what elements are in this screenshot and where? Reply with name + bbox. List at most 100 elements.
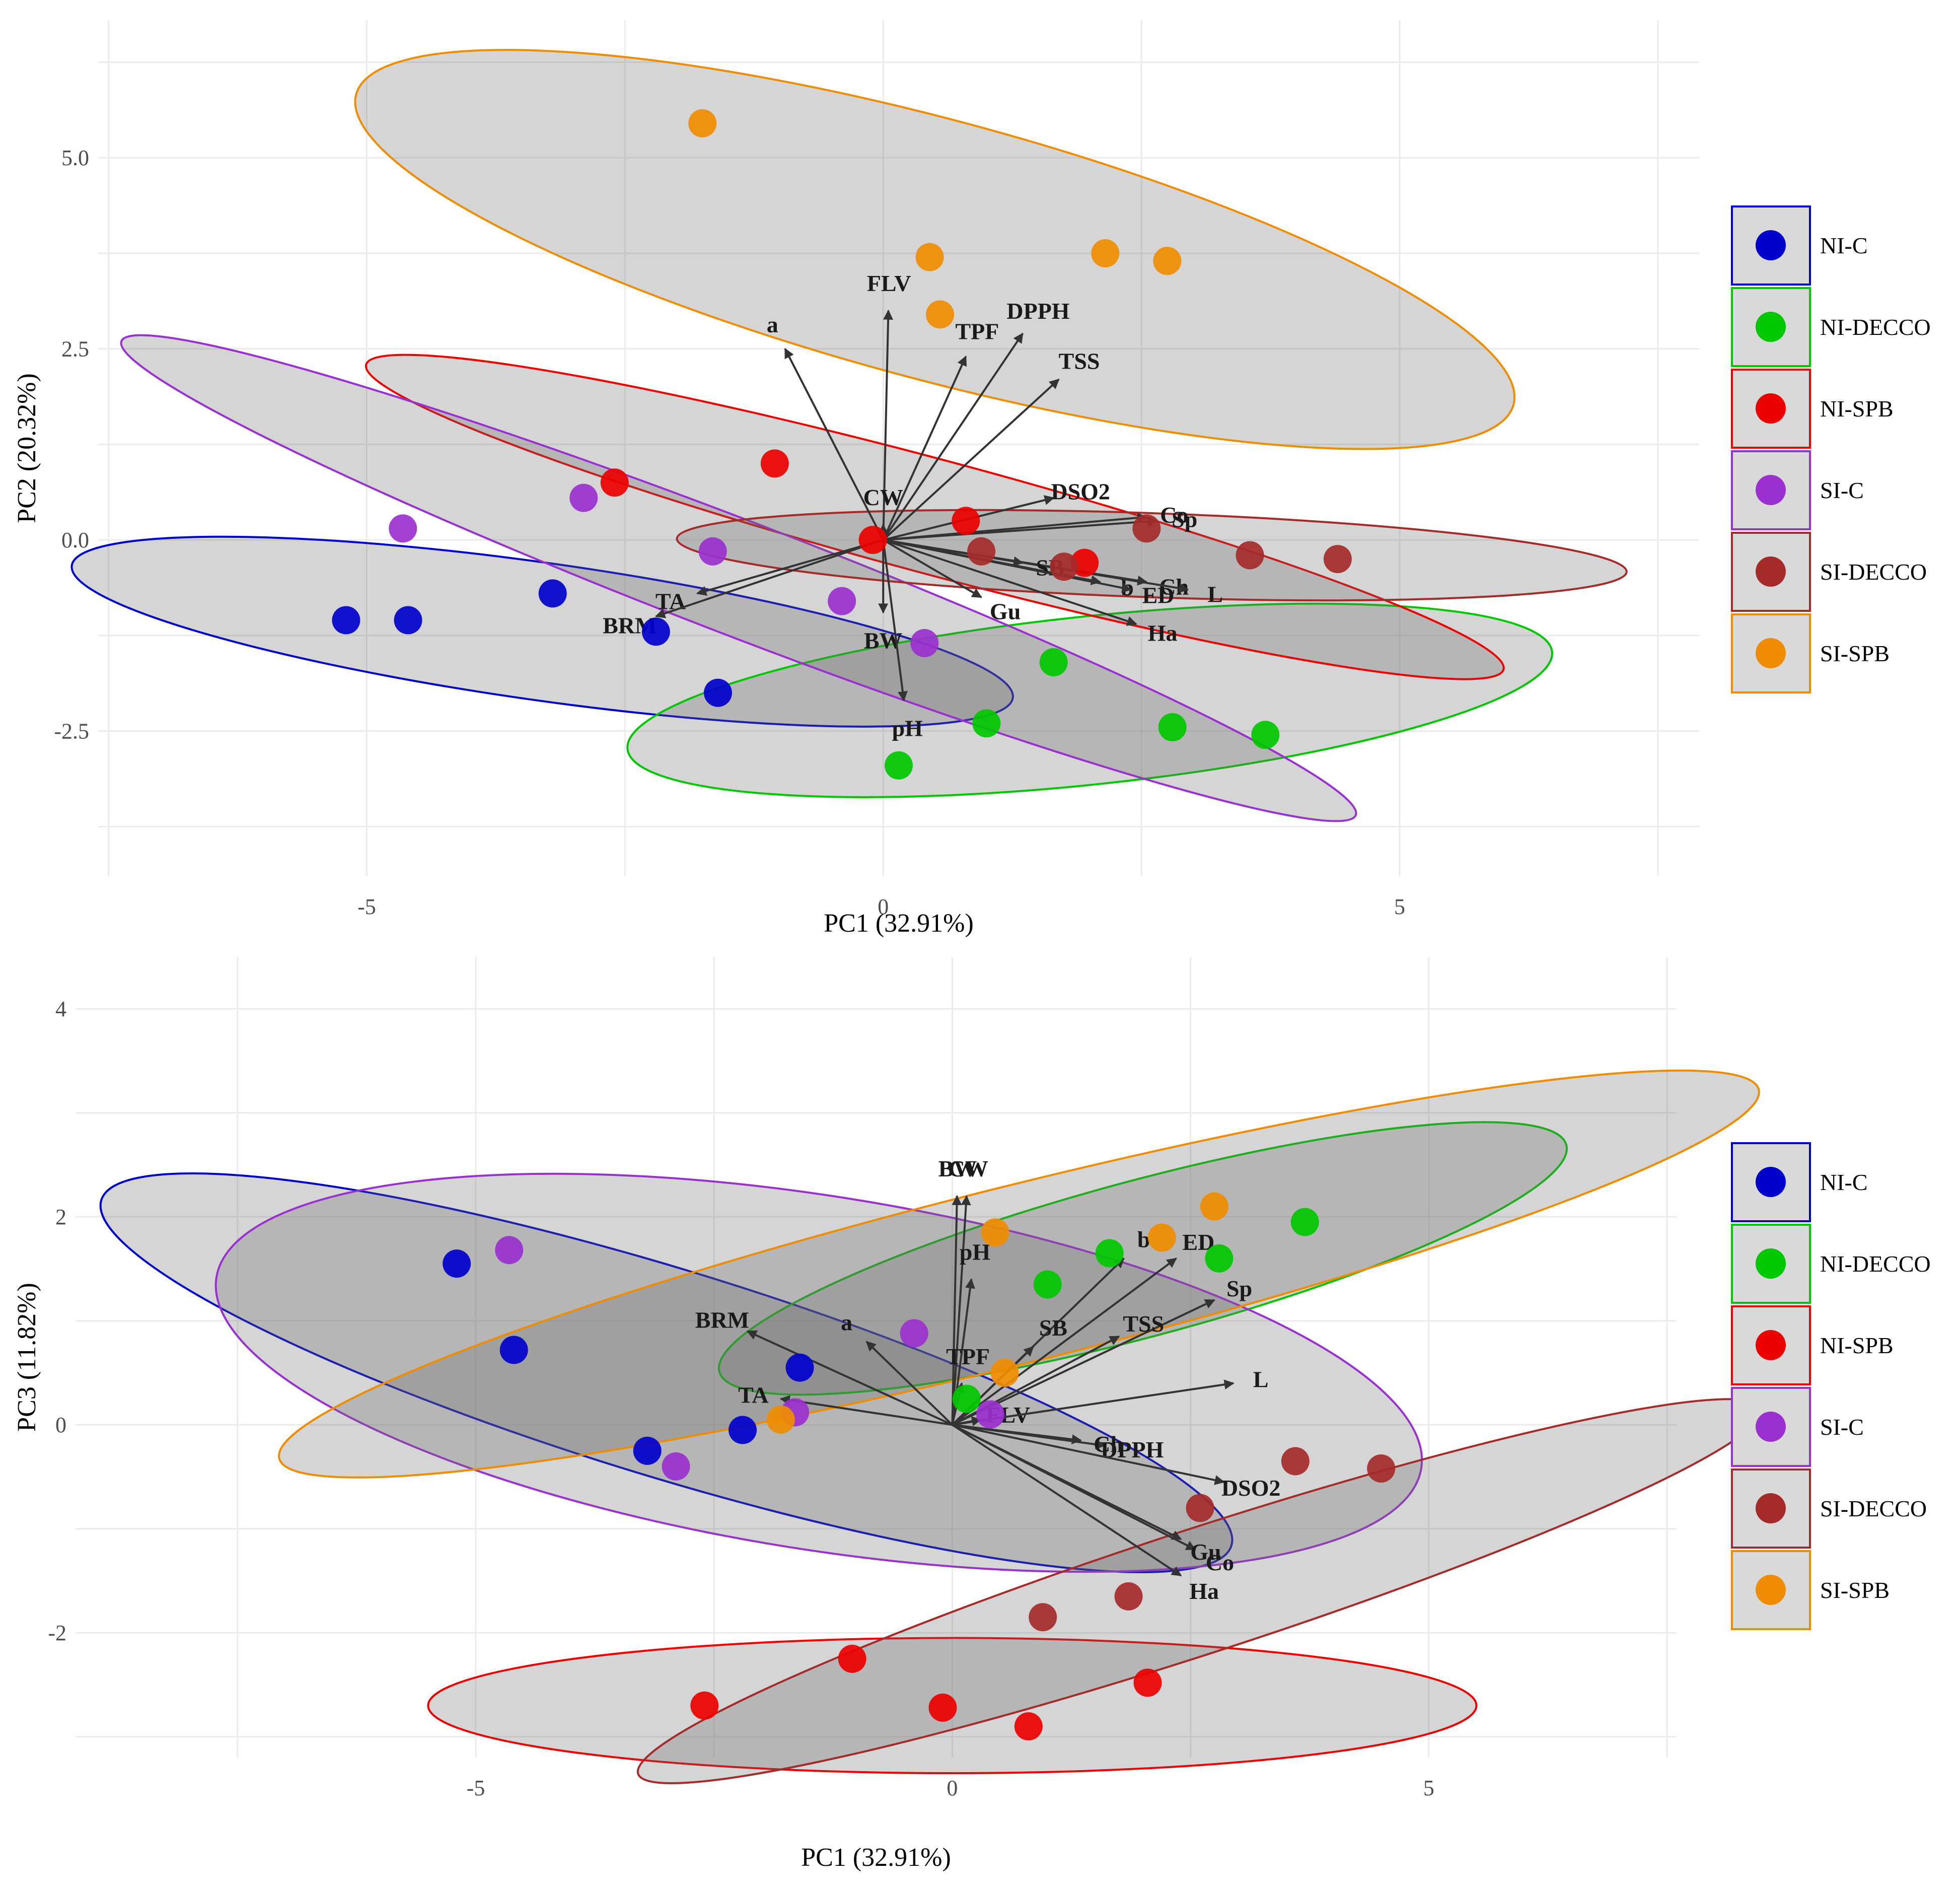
loading-arrow-a [784, 347, 885, 541]
x-axis-title: PC1 (32.91%) [801, 1843, 951, 1872]
point-si-decco [1050, 552, 1078, 581]
x-tick-label: 0 [947, 1776, 958, 1800]
point-si-spb [981, 1218, 1009, 1247]
y-axis-title: PC2 (20.32%) [13, 373, 41, 523]
point-si-c [900, 1319, 928, 1348]
point-ni-c [394, 606, 422, 635]
point-si-c [910, 629, 939, 658]
point-si-spb [688, 109, 717, 137]
loading-label-gu: Gu [990, 599, 1021, 624]
y-tick-label: 5.0 [61, 146, 89, 170]
x-tick-label: 5 [1423, 1776, 1434, 1800]
point-ni-spb [858, 526, 887, 554]
point-ni-decco [1205, 1244, 1233, 1273]
point-si-decco [1186, 1494, 1214, 1522]
y-tick-label: -2.5 [54, 719, 89, 744]
loading-arrow-bw [951, 1195, 962, 1425]
legend-label-ni-c: NI-C [1820, 233, 1868, 258]
point-si-decco [1029, 1603, 1057, 1632]
point-si-c [698, 537, 727, 566]
ellipse-si-c [120, 334, 1357, 822]
legend-label-si-c: SI-C [1820, 1414, 1864, 1440]
point-ni-spb [952, 507, 980, 535]
point-si-spb [1200, 1192, 1228, 1221]
point-ni-decco [1095, 1239, 1124, 1268]
y-tick-label: 0 [55, 1413, 66, 1437]
point-si-spb [915, 243, 944, 271]
loading-label-tss: TSS [1059, 348, 1100, 374]
panel-1: -5 0 5 -2.5 0.0 2.5 5.0 PC1 (32.91%) PC2 (20.32%… [13, 20, 1931, 938]
legend-dot-si-decco [1756, 1493, 1786, 1523]
legend-label-si-spb: SI-SPB [1820, 641, 1890, 666]
legend-dot-ni-decco [1756, 312, 1786, 342]
x-tick-label: 5 [1394, 894, 1405, 919]
legend-dot-si-c [1756, 475, 1786, 505]
loading-arrow-sp [883, 516, 1158, 541]
point-ni-c [499, 1336, 528, 1364]
loading-label-sp: Sp [1172, 506, 1197, 532]
point-si-c [976, 1400, 1005, 1429]
legend-label-si-decco: SI-DECCO [1820, 559, 1927, 585]
point-si-c [662, 1452, 690, 1481]
ellipse-si-c [214, 1172, 1423, 1573]
legend-dot-ni-spb [1756, 1330, 1786, 1360]
loading-label-tss: TSS [1123, 1311, 1164, 1337]
loading-label-l: L [1253, 1367, 1269, 1392]
point-ni-c [332, 606, 360, 635]
legend-label-ni-spb: NI-SPB [1820, 1333, 1894, 1358]
loading-label-dso2: DSO2 [1051, 478, 1110, 504]
loading-arrow-brm [655, 539, 884, 618]
loading-label-ph: pH [892, 715, 923, 741]
legend-dot-ni-c [1756, 230, 1786, 260]
loading-label-cw: CW [949, 1156, 988, 1181]
confidence-ellipses [99, 1069, 1764, 1784]
point-si-decco [967, 537, 996, 566]
loading-arrow-cw [951, 1195, 971, 1425]
point-si-spb [990, 1358, 1019, 1387]
point-ni-spb [1133, 1668, 1162, 1697]
legend: NI-C NI-DECCO NI-SPB SI-C SI-DECCO SI-SPB [1731, 1142, 1931, 1630]
legend-key-si-spb [1731, 613, 1811, 693]
loading-label-ed: ED [1142, 583, 1175, 608]
loading-label-ha: Ha [1148, 620, 1178, 646]
loading-label-flv: FLV [867, 270, 911, 296]
loading-label-bw: BW [938, 1156, 977, 1181]
loading-label-dso2: DSO2 [1221, 1475, 1281, 1501]
point-ni-c [538, 579, 567, 608]
confidence-ellipses [70, 49, 1628, 822]
loading-label-cw: CW [863, 484, 903, 510]
loading-arrow-flv [882, 309, 894, 540]
x-tick-label: -5 [467, 1776, 485, 1800]
ellipse-ni-c [70, 535, 1014, 728]
point-ni-decco [1039, 648, 1068, 676]
loading-arrow-gu [883, 539, 982, 598]
point-ni-spb [760, 449, 789, 478]
loading-label-sp: Sp [1226, 1276, 1252, 1301]
loading-label-gu: Gu [1190, 1539, 1221, 1565]
point-ni-decco [885, 751, 913, 780]
loading-arrow-tpf [882, 356, 967, 540]
point-si-decco [1132, 514, 1161, 543]
point-ni-spb [838, 1644, 866, 1673]
point-si-c [389, 514, 417, 543]
point-ni-decco [972, 709, 1001, 738]
loading-arrow-ta [696, 539, 884, 596]
point-ni-spb [928, 1693, 957, 1722]
point-ni-decco [1290, 1208, 1319, 1236]
legend-dot-ni-spb [1756, 393, 1786, 424]
loading-arrow-brm [746, 1330, 953, 1426]
legend-label-si-c: SI-C [1820, 477, 1864, 503]
loading-arrow-ed [952, 1257, 1177, 1426]
point-si-spb [1147, 1223, 1176, 1252]
ellipse-ni-spb [365, 354, 1505, 680]
loading-label-a: a [767, 312, 778, 337]
score-points [332, 109, 1352, 780]
point-ni-decco [1033, 1270, 1062, 1299]
y-tick-label: 2 [55, 1205, 66, 1229]
point-si-spb [926, 300, 955, 329]
loading-label-l: L [1207, 582, 1223, 607]
point-si-decco [1323, 545, 1352, 574]
loading-arrow-ph [882, 539, 908, 702]
